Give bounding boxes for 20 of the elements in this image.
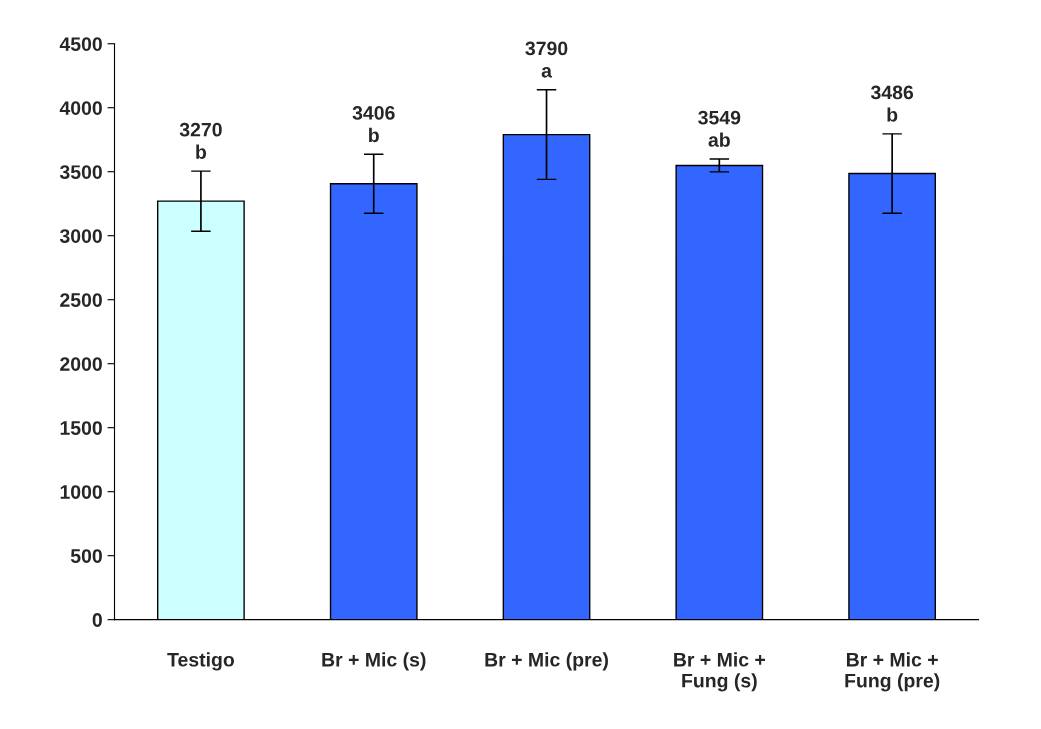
y-tick-label: 2000	[60, 357, 102, 371]
x-tick-label: Br + Mic (pre)	[485, 652, 608, 671]
y-tick-label: 3000	[59, 229, 102, 243]
y-tick-label: 4500	[59, 37, 102, 51]
y-tick-label: 0	[92, 613, 102, 627]
y-tick-label: 4000	[59, 101, 102, 115]
data-label: 3549 ab	[698, 110, 741, 147]
data-label: 3270 b	[179, 122, 222, 159]
data-label: 3790 a	[525, 41, 568, 78]
data-label: 3486 b	[870, 85, 914, 122]
y-tick-label: 500	[70, 549, 102, 563]
y-tick-label: 1000	[60, 485, 102, 499]
x-tick-label: Br + Mic + Fung (pre)	[845, 652, 940, 692]
x-tick-label: Testigo	[167, 652, 235, 671]
x-tick-label: Br + Mic (s)	[322, 652, 426, 671]
y-tick-label: 3500	[59, 165, 102, 179]
y-tick-label: 2500	[60, 293, 102, 307]
x-tick-label: Br + Mic + Fung (s)	[674, 652, 766, 692]
data-label: 3406 b	[352, 106, 395, 143]
y-tick-label: 1500	[60, 421, 102, 435]
